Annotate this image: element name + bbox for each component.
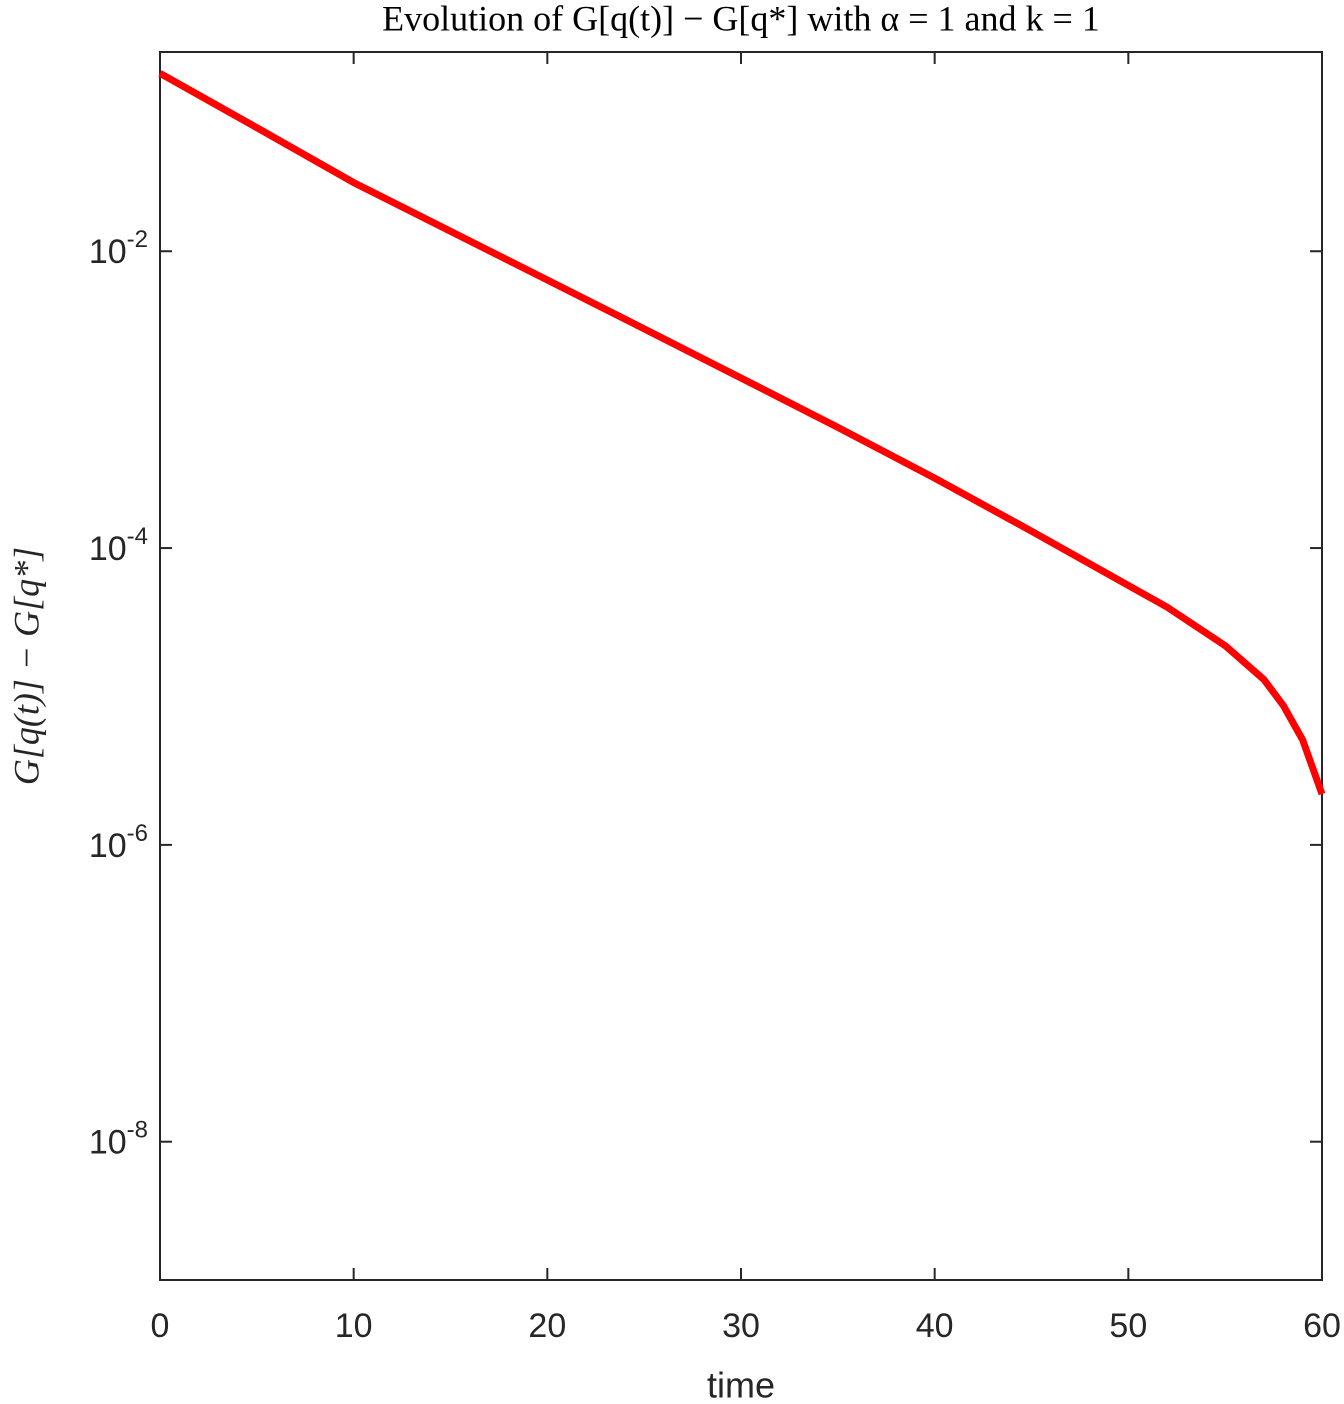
y-tick-base: 10 (89, 530, 127, 568)
y-tick-exponent: -8 (127, 1117, 148, 1144)
y-tick-exponent: -2 (127, 226, 148, 253)
x-axis-label: time (707, 1365, 775, 1404)
data-line (158, 70, 1326, 796)
y-axis-label: G[q(t)] − G[q*] (6, 547, 46, 785)
y-tick-base: 10 (89, 1124, 127, 1162)
y-tick-label: 10-4 (89, 523, 148, 568)
x-tick-label: 50 (1109, 1307, 1147, 1345)
x-tick-label: 0 (151, 1307, 170, 1345)
x-tick-label: 40 (916, 1307, 954, 1345)
x-tick-label: 20 (528, 1307, 566, 1345)
chart-title: Evolution of G[q(t)] − G[q*] with α = 1 … (382, 0, 1100, 38)
y-tick-exponent: -6 (127, 820, 148, 847)
x-tick-label: 60 (1303, 1307, 1341, 1345)
y-tick-label: 10-6 (89, 820, 148, 865)
x-tick-label: 30 (722, 1307, 760, 1345)
x-tick-label: 10 (335, 1307, 373, 1345)
y-tick-base: 10 (89, 827, 127, 865)
y-tick-label: 10-8 (89, 1117, 148, 1162)
plot-frame (159, 51, 1323, 1281)
y-tick-label: 10-2 (89, 226, 148, 271)
y-tick-base: 10 (89, 233, 127, 271)
y-tick-exponent: -4 (127, 523, 148, 550)
